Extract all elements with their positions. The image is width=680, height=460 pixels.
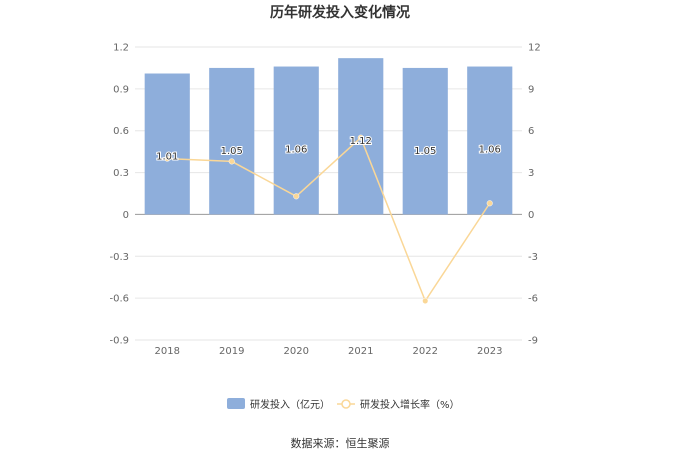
x-tick-label: 2018: [155, 346, 180, 357]
y-left-tick-label: 1.2: [113, 43, 129, 54]
y-right-tick-label: 3: [528, 168, 534, 179]
line-point[interactable]: [228, 158, 235, 165]
y-right-tick-label: 0: [528, 210, 534, 221]
bar[interactable]: [144, 73, 190, 215]
bar-value-label: 1.01: [156, 152, 178, 163]
bar-value-label: 1.05: [414, 146, 436, 157]
bar-series: [144, 58, 513, 215]
bar[interactable]: [402, 67, 448, 215]
x-tick-label: 2021: [348, 346, 373, 357]
y-left-tick-label: -0.6: [109, 294, 129, 305]
bar-value-label: 1.06: [479, 145, 501, 156]
bar-value-label: 1.12: [350, 136, 372, 147]
x-tick-label: 2022: [413, 346, 438, 357]
bar[interactable]: [273, 66, 319, 215]
y-right-tick-label: -6: [528, 294, 538, 305]
line-point[interactable]: [486, 200, 493, 207]
line-point[interactable]: [164, 155, 171, 162]
y-left-tick-label: 0.9: [113, 84, 129, 95]
y-right-tick-label: -9: [528, 336, 538, 347]
legend[interactable]: 研发投入（亿元） 研发投入增长率（%）: [227, 398, 460, 411]
x-tick-label: 2023: [477, 346, 502, 357]
source-note: 数据来源：恒生聚源: [291, 436, 390, 450]
y-axis-left: 1.2 0.9 0.6 0.3 0 -0.3 -0.6 -0.9: [109, 43, 129, 347]
y-left-tick-label: 0.3: [113, 168, 129, 179]
y-right-tick-label: 6: [528, 126, 534, 137]
line-series: [164, 134, 493, 304]
y-right-tick-label: 9: [528, 84, 534, 95]
bar[interactable]: [209, 67, 255, 215]
y-left-tick-label: 0.6: [113, 126, 129, 137]
y-left-tick-label: 0: [123, 210, 129, 221]
bar-value-label: 1.05: [221, 146, 243, 157]
y-axis-right: 12 9 6 3 0 -3 -6 -9: [528, 43, 541, 347]
legend-bar-label[interactable]: 研发投入（亿元）: [250, 398, 330, 411]
line-point[interactable]: [293, 193, 300, 200]
line-point[interactable]: [357, 134, 364, 141]
grid-lines: [135, 46, 522, 341]
growth-line: [167, 136, 491, 303]
legend-line-label[interactable]: 研发投入增长率（%）: [360, 398, 460, 411]
data-labels: 1.01 1.05 1.06 1.12 1.05 1.06: [155, 135, 502, 163]
x-tick-label: 2020: [284, 346, 309, 357]
legend-line-marker[interactable]: [341, 399, 351, 409]
y-right-tick-label: -3: [528, 252, 538, 263]
y-right-tick-label: 12: [528, 43, 541, 54]
x-tick-label: 2019: [219, 346, 244, 357]
line-point[interactable]: [422, 297, 429, 304]
bar-value-label: 1.06: [285, 145, 307, 156]
x-axis: 2018 2019 2020 2021 2022 2023: [155, 346, 503, 357]
legend-bar-swatch[interactable]: [227, 398, 245, 409]
y-left-tick-label: -0.3: [109, 252, 129, 263]
chart-title: 历年研发投入变化情况: [270, 4, 410, 21]
y-left-tick-label: -0.9: [109, 336, 129, 347]
bar[interactable]: [467, 66, 513, 215]
